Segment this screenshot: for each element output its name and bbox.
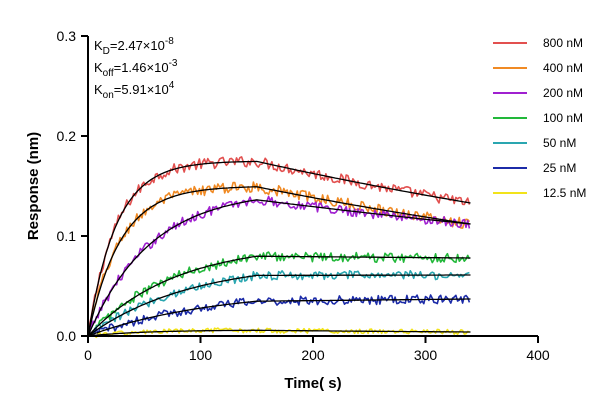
annotation-koff: Koff=1.46×10-3 (94, 58, 178, 79)
legend-label: 400 nM (543, 61, 583, 75)
legend-label: 200 nM (543, 86, 583, 100)
y-tick-label: 0.3 (57, 28, 77, 44)
legend-label: 800 nM (543, 36, 583, 50)
legend: 800 nM 400 nM 200 nM 100 nM 50 nM 25 nM 12.5 n… (493, 36, 586, 200)
x-tick-label: 200 (301, 347, 325, 363)
x-tick-label: 100 (189, 347, 213, 363)
series-line-50-nm (87, 270, 470, 337)
y-tick-label: 0.1 (57, 228, 77, 244)
fit-line-12-5-nm (87, 329, 471, 337)
plot-area (87, 156, 471, 339)
legend-label: 25 nM (543, 161, 576, 175)
series-line-200-nm (87, 195, 471, 336)
legend-label: 12.5 nM (543, 186, 586, 200)
legend-label: 50 nM (543, 136, 576, 150)
fit-lines (87, 160, 471, 337)
y-axis-label: Response (nm) (25, 132, 42, 240)
axis-ticks: 0 100 200 300 400 0.0 0.1 0.2 0.3 (57, 28, 550, 363)
legend-label: 100 nM (543, 111, 583, 125)
annotation-kon: Kon=5.91×104 (94, 80, 175, 101)
x-tick-label: 300 (414, 347, 438, 363)
series-line-100-nm (87, 251, 471, 336)
x-axis-label: Time( s) (284, 375, 341, 392)
series-line-25-nm (87, 294, 471, 337)
fit-line-200-nm (87, 199, 471, 337)
series-line-800-nm (87, 156, 471, 336)
y-tick-label: 0.2 (57, 128, 77, 144)
fit-line-400-nm (87, 186, 471, 337)
x-tick-label: 400 (526, 347, 550, 363)
fit-line-800-nm (87, 160, 471, 337)
annotation-kd: KD=2.47×10-8 (94, 36, 174, 57)
y-tick-label: 0.0 (57, 328, 77, 344)
fit-line-50-nm (87, 274, 471, 337)
fit-line-25-nm (87, 298, 471, 337)
x-tick-label: 0 (84, 347, 92, 363)
fit-line-100-nm (87, 255, 471, 337)
